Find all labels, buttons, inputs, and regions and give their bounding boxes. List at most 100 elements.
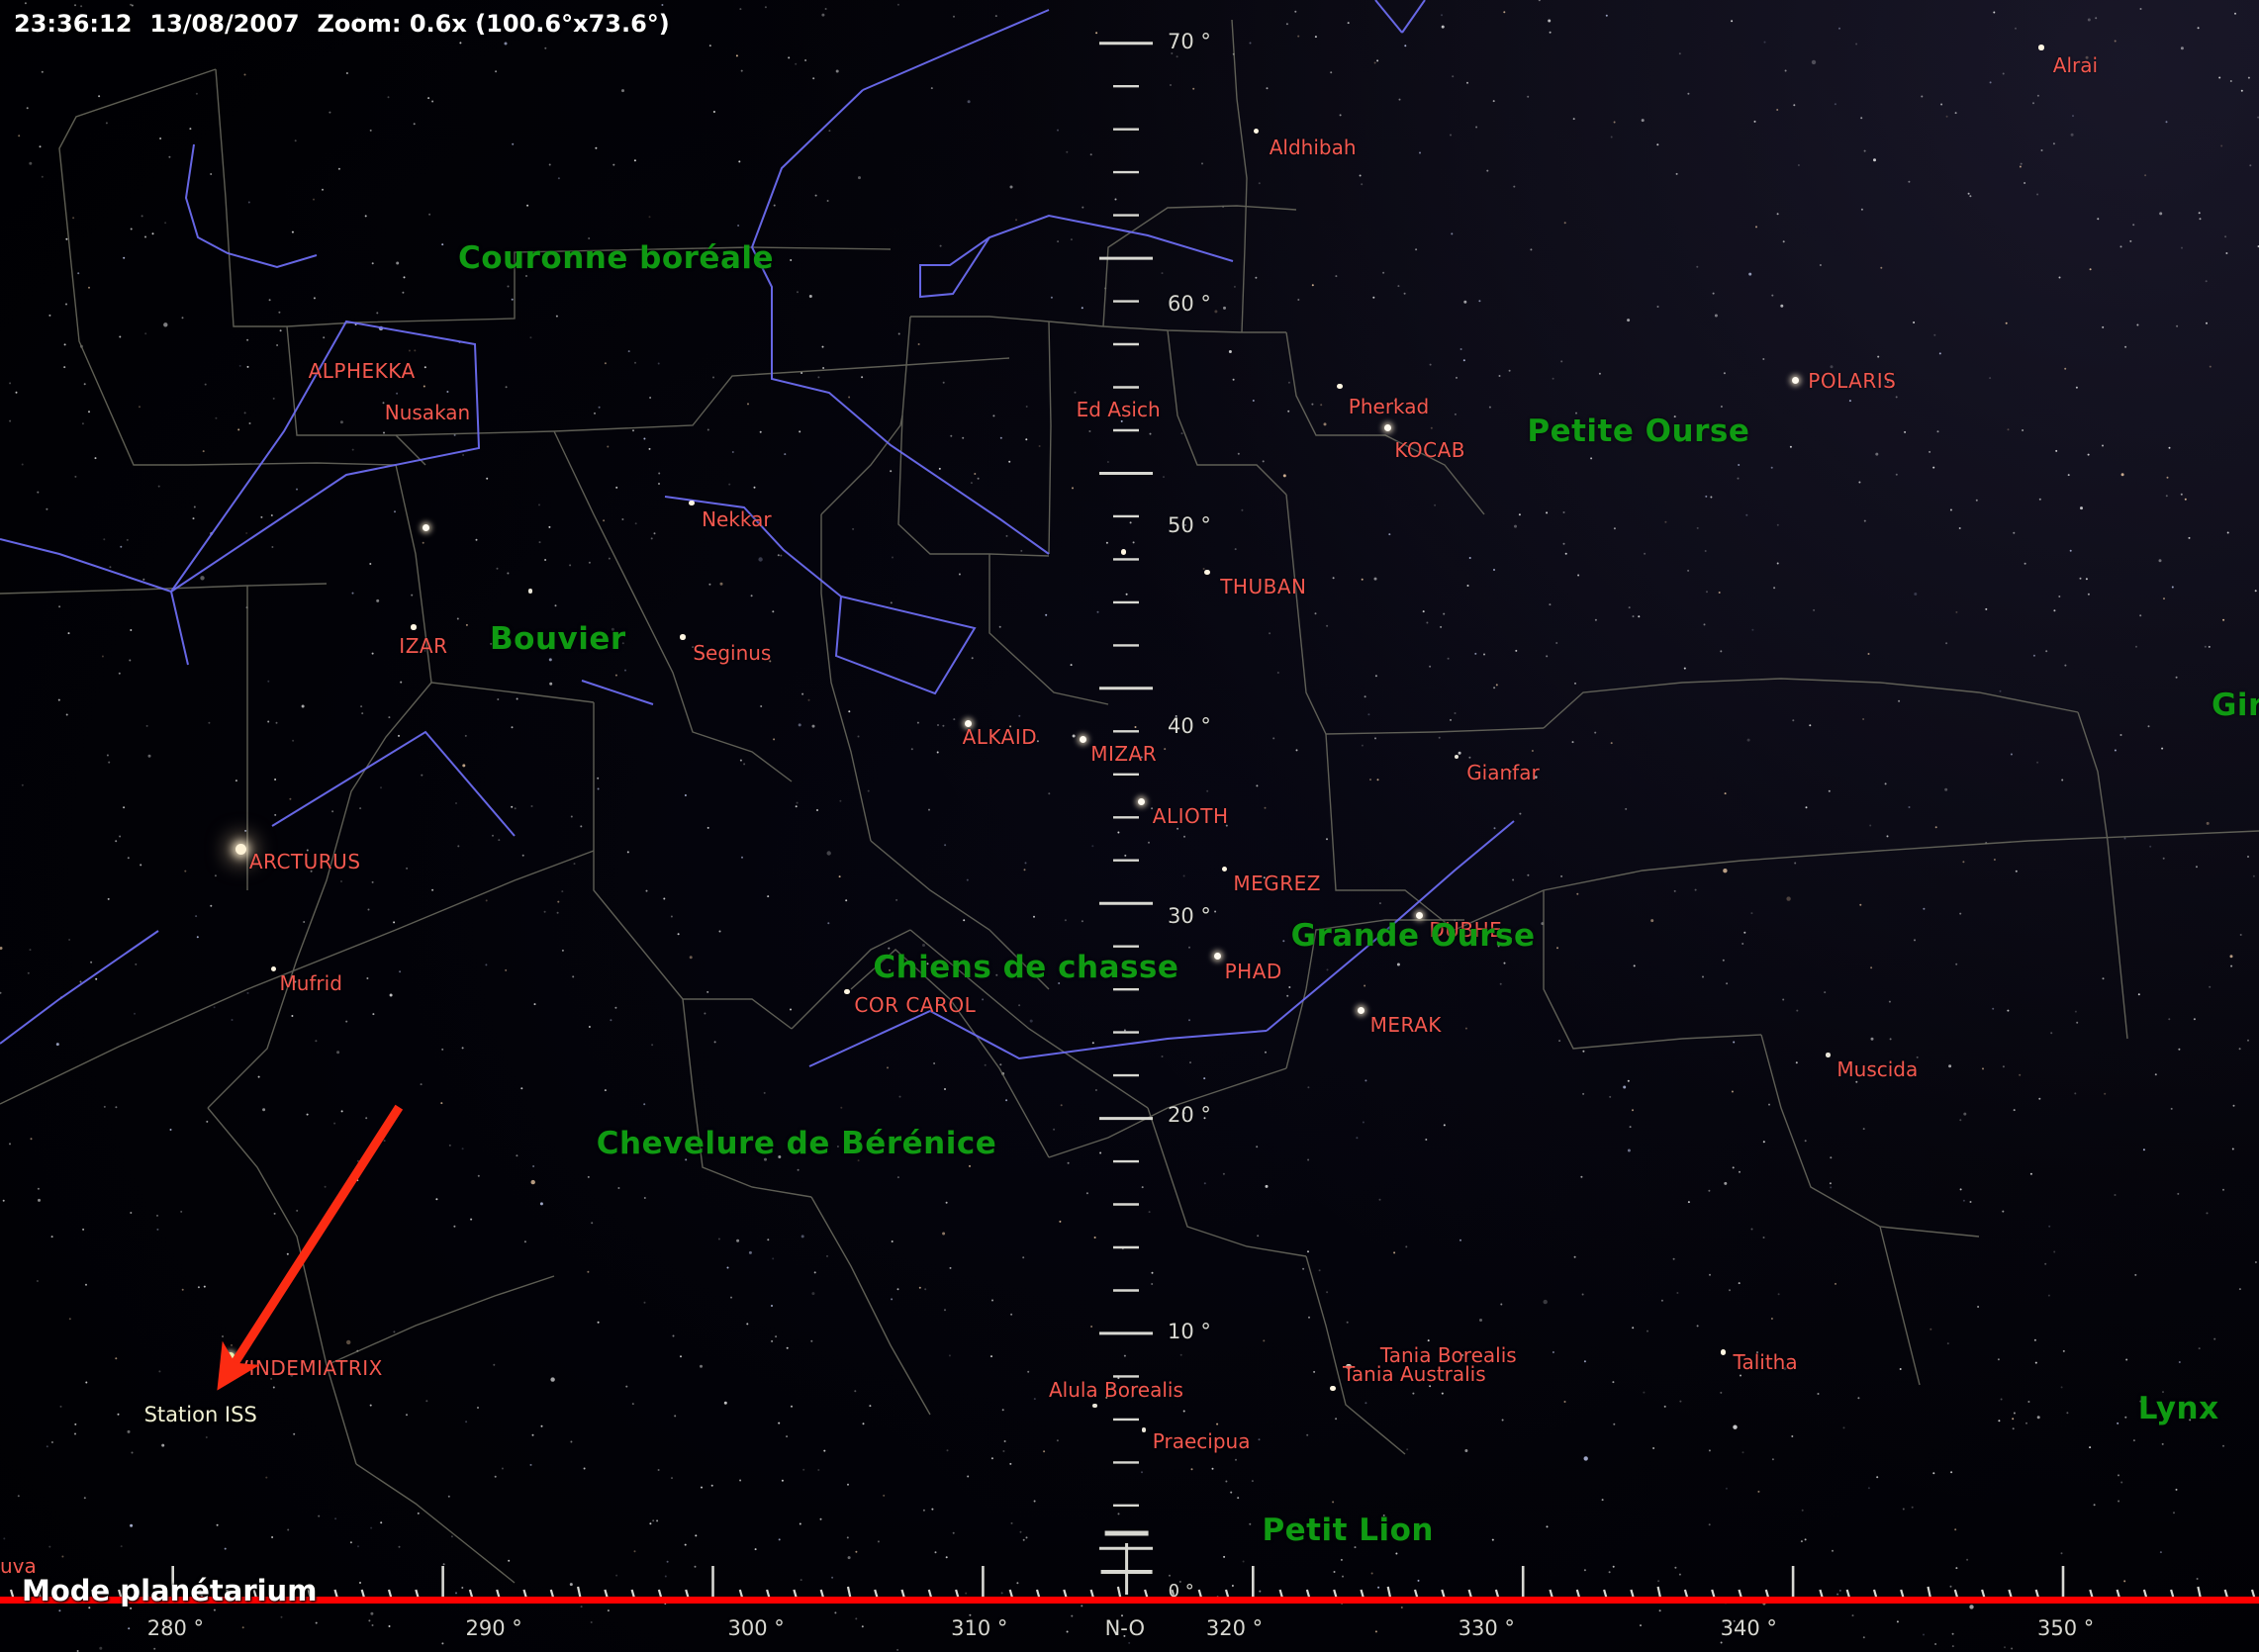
star-label[interactable]: DUBHE: [1429, 917, 1503, 942]
star-marker[interactable]: [1720, 1349, 1727, 1355]
star-label[interactable]: COR CAROL: [854, 992, 977, 1017]
altitude-tick-label: 50 °: [1168, 513, 1211, 538]
star-label[interactable]: Seginus: [693, 641, 772, 666]
star-marker[interactable]: [1337, 383, 1343, 390]
mode-label: Mode planétarium: [22, 1574, 318, 1607]
azimuth-tick-label: 320 °: [1205, 1616, 1264, 1640]
star-label[interactable]: ARCTURUS: [248, 850, 361, 874]
azimuth-tick-label: 340 °: [1720, 1616, 1777, 1640]
star-label[interactable]: PHAD: [1224, 960, 1282, 984]
altitude-tick-label: 40 °: [1168, 713, 1211, 738]
altitude-tick-label: 20 °: [1168, 1103, 1211, 1128]
constellation-label[interactable]: Bouvier: [490, 621, 626, 658]
star-label[interactable]: Muscida: [1836, 1057, 1919, 1082]
star-label[interactable]: VINDEMIATRIX: [235, 1355, 383, 1380]
altitude-tick-label: 10 °: [1168, 1319, 1211, 1343]
star-marker[interactable]: [1415, 911, 1423, 919]
star-marker[interactable]: [1080, 736, 1087, 744]
star-marker[interactable]: [1253, 128, 1260, 135]
star-label[interactable]: Ed Asich: [1076, 397, 1161, 421]
star-marker[interactable]: [235, 843, 246, 855]
constellation-label[interactable]: Grande Ourse: [1290, 918, 1536, 955]
star-marker[interactable]: [1141, 1427, 1147, 1432]
azimuth-tick-label: 300 °: [727, 1616, 785, 1640]
status-header: 23:36:12 13/08/2007 Zoom: 0.6x (100.6°x73.…: [14, 10, 670, 38]
star-marker[interactable]: [1826, 1053, 1831, 1057]
star-label[interactable]: Praecipua: [1152, 1429, 1251, 1454]
star-label[interactable]: MIZAR: [1090, 742, 1158, 767]
star-label[interactable]: POLARIS: [1808, 368, 1897, 393]
star-marker[interactable]: [1137, 797, 1145, 805]
header-time: 23:36:12: [14, 10, 133, 38]
star-label[interactable]: Alrai: [2052, 52, 2099, 77]
azimuth-tick-label: 350 °: [2036, 1616, 2095, 1640]
star-label[interactable]: Pherkad: [1348, 394, 1430, 418]
star-marker[interactable]: [1346, 1363, 1352, 1370]
star-marker[interactable]: [1204, 569, 1210, 576]
star-marker[interactable]: [680, 634, 686, 640]
azimuth-tick-label: 280 °: [146, 1616, 204, 1640]
star-marker[interactable]: [1092, 1403, 1097, 1409]
star-marker[interactable]: [2038, 45, 2044, 50]
star-label[interactable]: KOCAB: [1394, 437, 1466, 462]
star-label[interactable]: Tania Borealis: [1379, 1342, 1517, 1367]
star-marker[interactable]: [1221, 866, 1228, 872]
star-label[interactable]: Nusakan: [384, 400, 471, 424]
star-marker[interactable]: [1358, 1007, 1365, 1015]
header-date: 13/08/2007: [149, 10, 300, 38]
star-label[interactable]: uva: [0, 1553, 37, 1578]
star-label[interactable]: MERAK: [1369, 1013, 1442, 1038]
star-marker[interactable]: [270, 965, 277, 972]
constellation-label[interactable]: Gira: [2211, 688, 2259, 724]
star-label[interactable]: Nekkar: [702, 506, 772, 531]
star-label[interactable]: ALIOTH: [1152, 803, 1229, 828]
star-marker[interactable]: [411, 624, 417, 630]
header-zoom: Zoom: 0.6x (100.6°x73.6°): [317, 10, 670, 38]
star-label[interactable]: IZAR: [399, 633, 448, 658]
star-label[interactable]: THUBAN: [1220, 575, 1307, 599]
star-marker[interactable]: [1330, 1385, 1336, 1392]
azimuth-tick-label: 330 °: [1458, 1616, 1515, 1640]
constellation-label[interactable]: Chevelure de Bérénice: [596, 1126, 997, 1162]
star-label[interactable]: Mufrid: [279, 970, 342, 995]
azimuth-tick-label: N-O: [1104, 1616, 1145, 1640]
azimuth-tick-label: 310 °: [951, 1616, 1008, 1640]
star-marker[interactable]: [964, 720, 972, 728]
star-marker[interactable]: [1791, 377, 1799, 385]
constellation-label[interactable]: Couronne boréale: [458, 240, 775, 277]
star-label[interactable]: Gianfar: [1466, 761, 1540, 785]
constellation-label[interactable]: Chiens de chasse: [873, 950, 1179, 986]
star-label[interactable]: ALKAID: [962, 724, 1038, 749]
star-marker[interactable]: [844, 988, 850, 995]
star-marker[interactable]: [1120, 549, 1127, 555]
constellation-label[interactable]: Petit Lion: [1262, 1512, 1434, 1548]
star-label[interactable]: MEGREZ: [1233, 872, 1321, 896]
star-label[interactable]: Talitha: [1733, 1350, 1798, 1375]
constellation-label[interactable]: Petite Ourse: [1527, 413, 1750, 450]
azimuth-tick-label: 290 °: [465, 1616, 522, 1640]
altitude-tick-label: 70 °: [1168, 29, 1211, 53]
altitude-tick-label: 60 °: [1168, 291, 1211, 316]
star-label[interactable]: Alula Borealis: [1048, 1377, 1183, 1402]
star-marker[interactable]: [527, 589, 533, 594]
star-marker[interactable]: [689, 500, 695, 506]
satellite-label-station-iss[interactable]: Station ISS: [143, 1403, 257, 1426]
azimuth-tick-label: 0 °: [1168, 1581, 1194, 1602]
star-label[interactable]: Aldhibah: [1269, 135, 1357, 159]
star-label[interactable]: ALPHEKKA: [308, 358, 416, 383]
constellation-label[interactable]: Lynx: [2137, 1391, 2219, 1427]
star-marker[interactable]: [1213, 952, 1221, 960]
altitude-tick-label: 30 °: [1168, 904, 1211, 929]
star-marker[interactable]: [1454, 754, 1459, 760]
horizon-line: [0, 1597, 2259, 1604]
star-marker[interactable]: [423, 523, 430, 531]
star-label[interactable]: Tania Australis: [1342, 1361, 1486, 1386]
star-marker[interactable]: [1383, 424, 1391, 432]
